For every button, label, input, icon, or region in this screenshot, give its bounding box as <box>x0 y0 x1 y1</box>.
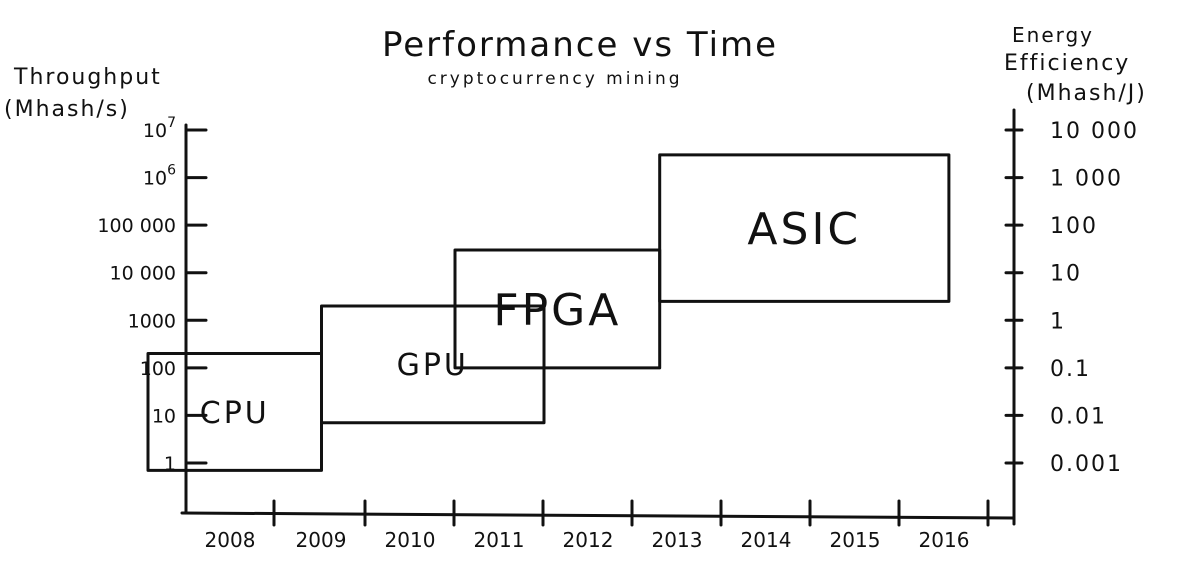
right-axis-label-line1: Energy <box>1012 23 1094 47</box>
left-tick-label: 100 <box>140 358 176 380</box>
right-axis-label-line2: Efficiency <box>1004 51 1130 76</box>
series-label-asic: ASIC <box>747 204 861 255</box>
right-tick-label: 10 <box>1050 262 1082 287</box>
left-tick-label: 1000 <box>128 310 176 332</box>
series-box-fpga <box>453 248 662 370</box>
left-tick-label: 10 000 <box>110 263 176 285</box>
labels-group: Performance vs Time cryptocurrency minin… <box>4 23 1147 122</box>
left-axis-label-line1: Throughput <box>13 65 162 90</box>
left-tick-label: 106 <box>143 163 176 190</box>
x-tick-label: 2011 <box>474 528 525 552</box>
left-axis-label-line2: (Mhash/s) <box>4 97 130 122</box>
left-tick-label: 100 000 <box>97 215 176 237</box>
series-label-cpu: CPU <box>200 396 270 431</box>
x-tick-label: 2014 <box>741 528 792 552</box>
right-axis-label-line3: (Mhash/J) <box>1026 81 1147 106</box>
right-tick-label: 1 <box>1050 309 1066 334</box>
right-tick-label: 1 000 <box>1050 167 1123 192</box>
left-tick-exponent: 6 <box>167 163 176 179</box>
left-tick-label: 10 <box>152 405 176 427</box>
series-box-asic <box>658 153 951 303</box>
left-tick-label: 107 <box>143 115 176 142</box>
x-tick-label: 2013 <box>652 528 703 552</box>
x-tick-label: 2012 <box>563 528 614 552</box>
right-tick-label: 0.1 <box>1050 357 1091 382</box>
x-tick-label: 2016 <box>919 528 970 552</box>
series-group: CPU GPU FPGA ASIC <box>146 153 951 472</box>
x-tick-label: 2009 <box>296 528 347 552</box>
right-tick-label: 100 <box>1050 214 1098 239</box>
x-tick-label: 2015 <box>830 528 881 552</box>
series-label-fpga: FPGA <box>493 285 621 336</box>
chart-title: Performance vs Time <box>382 25 778 65</box>
x-tick-label: 2010 <box>385 528 436 552</box>
left-tick-exponent: 7 <box>167 115 176 131</box>
right-tick-label: 0.01 <box>1050 404 1107 429</box>
series-box-gpu <box>320 304 546 425</box>
right-tick-label: 10 000 <box>1050 119 1139 144</box>
x-tick-label: 2008 <box>205 528 256 552</box>
right-tick-label: 0.001 <box>1050 452 1123 477</box>
chart-subtitle: cryptocurrency mining <box>427 69 682 89</box>
x-axis-line <box>180 511 1016 520</box>
series-label-gpu: GPU <box>397 348 469 383</box>
